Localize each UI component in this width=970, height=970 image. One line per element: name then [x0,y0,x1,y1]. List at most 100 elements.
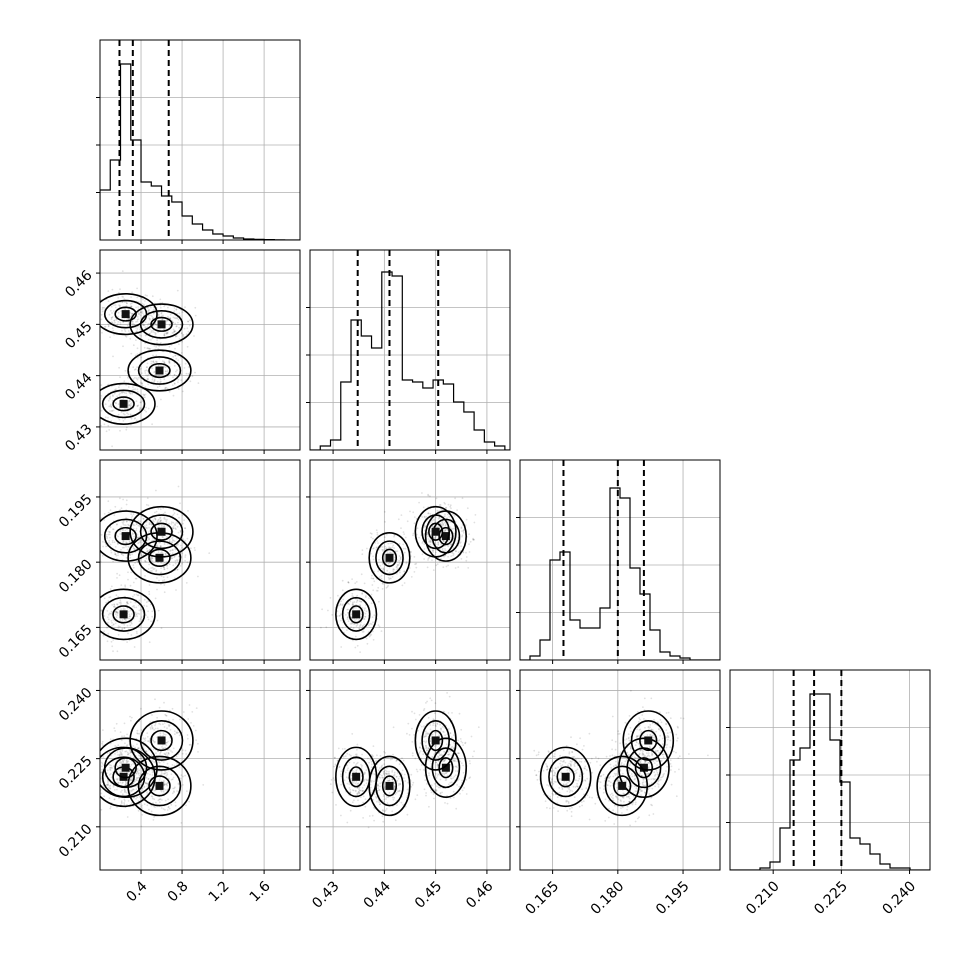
x-tick-label: 1.2 [206,878,233,905]
scatter-point [173,787,176,790]
scatter-point [414,563,416,566]
scatter-point [335,804,337,806]
scatter-point [111,645,114,648]
scatter-point [125,760,128,762]
scatter-point [83,786,85,788]
scatter-point [383,511,386,513]
y-tick-label: 0.43 [62,421,95,454]
scatter-point [157,561,159,564]
scatter-point [131,320,133,323]
scatter-point [125,546,127,548]
scatter-point [132,320,134,323]
scatter-point [145,503,148,506]
scatter-point [468,543,470,546]
scatter-point [440,729,442,731]
scatter-point [126,542,129,544]
scatter-point [168,362,171,364]
scatter-point [333,765,335,768]
scatter-point [347,608,349,611]
density-peak [119,610,128,619]
scatter-point [129,400,131,403]
scatter-point [410,785,413,788]
scatter-point [130,305,133,308]
scatter-point [115,554,118,557]
scatter-point [597,757,600,760]
scatter-point [164,511,166,514]
scatter-point [141,382,144,385]
scatter-point [365,782,368,785]
scatter-point [167,805,170,808]
scatter-point [431,550,434,552]
scatter-point [358,625,361,628]
scatter-point [432,551,434,553]
scatter-point [100,384,103,386]
scatter-point [91,316,93,318]
scatter-point [352,601,354,604]
scatter-point [162,747,165,750]
scatter-point [116,611,118,614]
scatter-point [127,571,129,574]
scatter-point [584,780,587,782]
scatter-point [361,553,364,556]
scatter-point [125,426,128,429]
scatter-point [340,770,343,773]
scatter-point [145,366,148,369]
scatter-point [117,633,120,636]
scatter-point [153,534,156,537]
scatter-point [119,304,122,307]
scatter-point [353,761,355,764]
scatter-point [396,759,398,762]
scatter-point [350,626,352,628]
scatter-point [447,545,450,548]
scatter-point [444,779,447,781]
scatter-point [163,334,166,337]
scatter-point [375,589,378,592]
scatter-point [166,332,169,335]
scatter-point [441,549,444,551]
scatter-point [354,582,357,585]
scatter-point [356,748,358,751]
scatter-point [112,395,114,398]
scatter-point [109,766,112,769]
scatter-point [120,584,123,586]
scatter-point [398,543,401,545]
scatter-point [100,771,103,774]
scatter-point [638,746,641,749]
scatter-point [130,305,133,308]
scatter-point [194,371,196,374]
scatter-point [163,568,166,571]
scatter-point [350,613,353,616]
scatter-point [121,270,124,272]
scatter-point [145,520,148,523]
scatter-point [116,612,119,615]
scatter-point [173,310,176,312]
scatter-point [137,773,140,775]
scatter-point [167,360,170,363]
scatter-point [626,805,629,808]
scatter-point [340,600,343,603]
scatter-point [138,313,141,316]
scatter-point [342,755,345,758]
scatter-point [140,825,143,828]
scatter-point [389,577,391,580]
scatter-point [111,316,113,319]
scatter-point [148,538,150,541]
scatter-point [181,332,183,334]
scatter-point [160,770,163,773]
scatter-point [125,791,128,794]
scatter-point [161,746,163,748]
scatter-point [167,806,170,809]
scatter-point [116,788,118,791]
scatter-point [148,523,151,526]
scatter-point [447,555,449,558]
scatter-point [101,554,104,557]
scatter-point [469,540,472,543]
scatter-point [178,734,181,737]
scatter-point [429,541,431,544]
scatter-point [625,743,627,745]
scatter-point [135,523,138,526]
scatter-point [421,542,424,544]
scatter-point [144,560,147,563]
scatter-point [420,725,423,728]
contour [137,765,182,807]
